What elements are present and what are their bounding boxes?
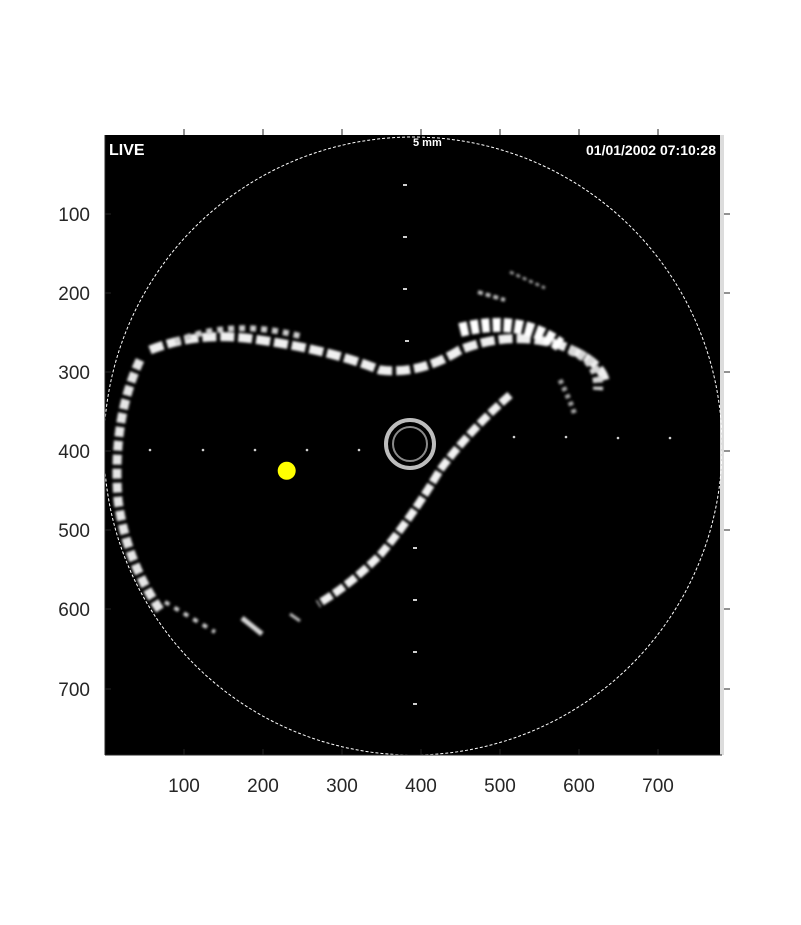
y-tick-label: 200 — [58, 284, 90, 305]
y-tick-label: 100 — [58, 205, 90, 226]
live-label: LIVE — [109, 142, 145, 159]
x-tick-label: 500 — [484, 776, 516, 797]
marker-point — [277, 461, 296, 480]
y-tick-label: 400 — [58, 442, 90, 463]
x-tick-label: 400 — [405, 776, 437, 797]
image-background — [105, 135, 722, 755]
echo-structures — [112, 270, 610, 636]
y-tick-label: 700 — [58, 680, 90, 701]
x-tick-label: 200 — [247, 776, 279, 797]
x-tick-label: 700 — [642, 776, 674, 797]
y-tick-label: 300 — [58, 363, 90, 384]
catheter-outer-ring — [384, 418, 436, 470]
image-right-edge — [720, 135, 724, 755]
x-tick-label: 100 — [168, 776, 200, 797]
x-axis: 100 200 300 400 500 600 700 — [168, 129, 674, 797]
scale-dots-vertical — [403, 184, 417, 705]
axes-frame — [104, 135, 722, 756]
y-tick-label: 600 — [58, 600, 90, 621]
scale-label: 5 mm — [413, 137, 442, 149]
y-axis: 100 200 300 400 500 600 700 — [58, 205, 730, 701]
scale-dots-horizontal — [148, 435, 672, 452]
x-tick-label: 300 — [326, 776, 358, 797]
y-tick-label: 500 — [58, 521, 90, 542]
field-of-view-circle — [105, 136, 722, 755]
timestamp-label: 01/01/2002 07:10:28 — [586, 142, 716, 158]
catheter-inner-ring — [392, 426, 428, 462]
x-tick-label: 600 — [563, 776, 595, 797]
